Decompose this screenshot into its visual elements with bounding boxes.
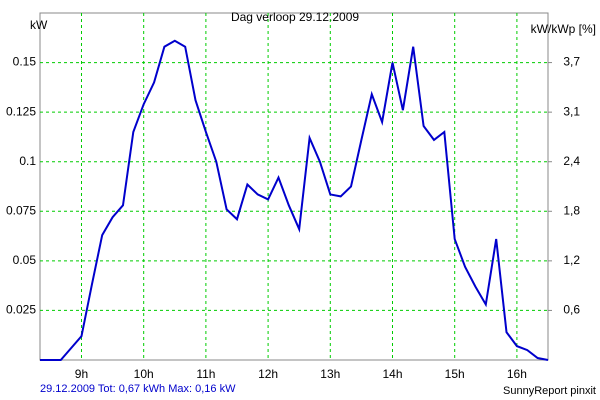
y2-tick-label: 0,6	[563, 303, 580, 317]
y2-tick-label: 1,2	[563, 253, 580, 267]
y-tick-label: 0.1	[19, 154, 36, 168]
y2-tick-label: 3,1	[563, 104, 580, 118]
plot-area	[39, 12, 549, 361]
chart-title: Dag verloop 29.12.2009	[231, 10, 359, 24]
data-line	[40, 39, 549, 361]
footer-summary: 29.12.2009 Tot: 0,67 kWh Max: 0,16 kW	[40, 383, 236, 395]
y2-tick-label: 3,7	[563, 55, 580, 69]
x-tick-label: 9h	[75, 367, 88, 381]
x-tick-label: 13h	[320, 367, 340, 381]
y-tick-label: 0.125	[6, 104, 36, 118]
x-tick-label: 12h	[258, 367, 278, 381]
y2-axis-label: kW/kWp [%]	[531, 22, 596, 36]
y2-tick-label: 1,8	[563, 203, 580, 217]
x-tick-label: 11h	[196, 367, 215, 381]
y-tick-label: 0.025	[6, 303, 36, 317]
y-axis-label: kW	[30, 18, 48, 32]
y-tick-label: 0.15	[13, 55, 37, 69]
y-tick-label: 0.05	[13, 253, 37, 267]
x-tick-label: 14h	[382, 367, 402, 381]
x-tick-label: 10h	[134, 367, 154, 381]
y2-tick-label: 2,4	[563, 154, 580, 168]
x-tick-label: 16h	[507, 367, 527, 381]
y-tick-label: 0.075	[6, 203, 36, 217]
x-tick-label: 15h	[445, 367, 465, 381]
footer-credit: SunnyReport pinxit	[503, 385, 596, 397]
